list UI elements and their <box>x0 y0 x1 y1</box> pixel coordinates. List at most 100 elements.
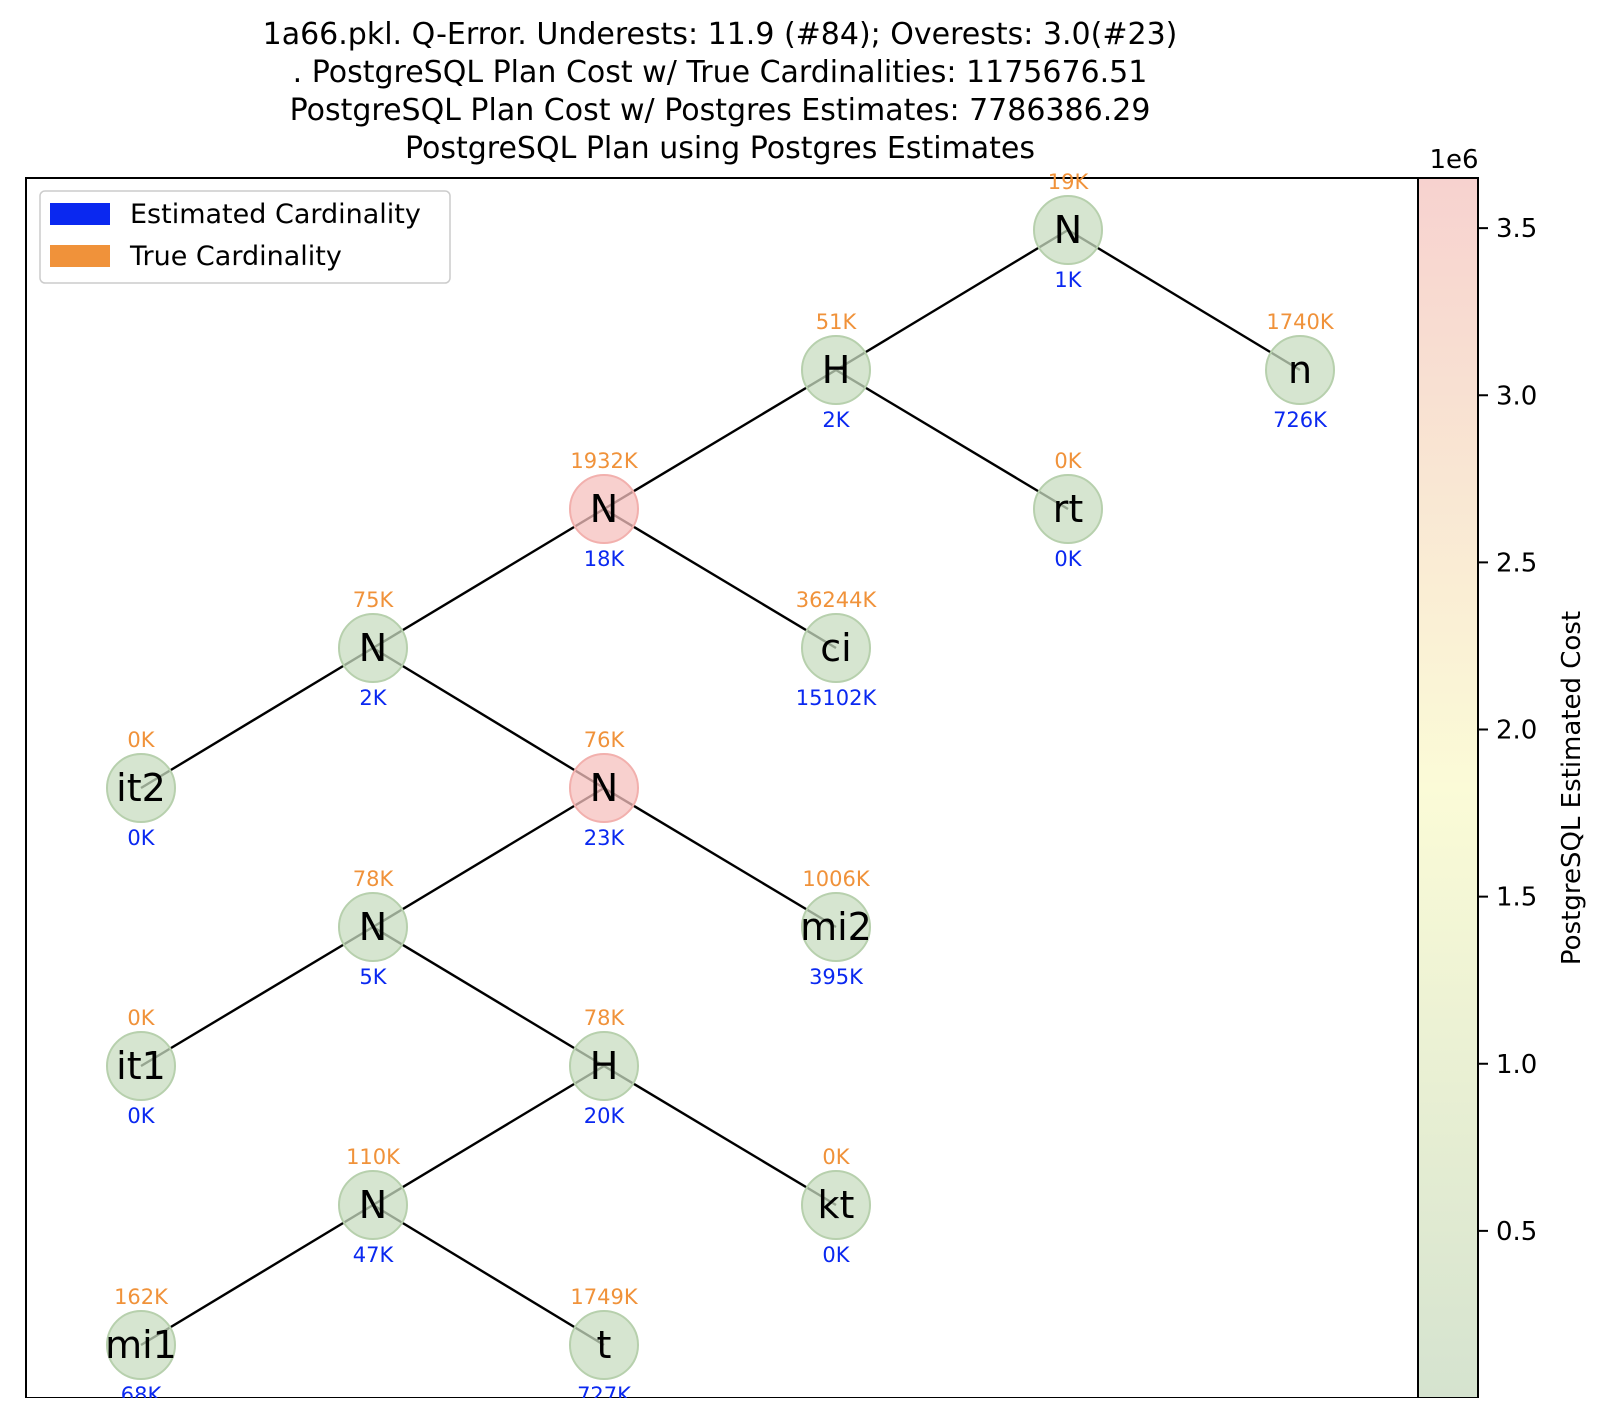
edge-h2-kt <box>603 1064 837 1207</box>
node-circle <box>801 1170 871 1240</box>
true-cardinality-label: 75K <box>353 588 395 612</box>
true-cardinality-label: 19K <box>1048 170 1090 194</box>
true-cardinality-label: 0K <box>127 1006 155 1030</box>
true-cardinality-label: 110K <box>346 1145 401 1169</box>
node-label: mi1 <box>105 1323 177 1367</box>
title-line-1: 1a66.pkl. Q-Error. Underests: 11.9 (#84)… <box>263 17 1178 52</box>
plan-node-h1: H 51K 2K <box>801 310 871 432</box>
estimated-cardinality-label: 2K <box>359 686 387 710</box>
estimated-cardinality-label: 395K <box>809 965 864 989</box>
estimated-cardinality-label: 47K <box>353 1243 395 1267</box>
node-circle <box>569 753 639 823</box>
plan-node-it1: it1 0K 0K <box>106 1006 176 1128</box>
node-label: N <box>1054 208 1082 252</box>
colorbar-tick-label: 2.5 <box>1496 548 1537 578</box>
plot-area <box>25 177 1419 1399</box>
plan-node-n2: N 1932K 18K <box>569 449 639 571</box>
edge-n3-n4 <box>372 646 605 790</box>
edge-n2-ci <box>603 507 837 650</box>
estimated-cardinality-label: 15102K <box>796 686 878 710</box>
edge-n4-n5 <box>372 786 605 929</box>
node-label: n <box>1288 348 1312 392</box>
colorbar-tick-label: 3.0 <box>1496 381 1537 411</box>
true-cardinality-label: 1932K <box>570 449 638 473</box>
true-cardinality-label: 1006K <box>802 867 870 891</box>
node-label: N <box>359 1183 387 1227</box>
true-cardinality-label: 78K <box>584 1006 626 1030</box>
true-cardinality-label: 162K <box>114 1285 169 1309</box>
title-line-2: . PostgreSQL Plan Cost w/ True Cardinali… <box>293 55 1148 90</box>
node-circle <box>569 1031 639 1101</box>
node-circle <box>338 613 408 683</box>
estimated-cardinality-label: 726K <box>1273 408 1328 432</box>
node-label: N <box>359 626 387 670</box>
estimated-cardinality-label: 20K <box>584 1104 626 1128</box>
estimated-cardinality-label: 5K <box>359 965 387 989</box>
plan-node-n4: N 76K 23K <box>569 728 639 850</box>
edge-root-h1 <box>835 228 1069 372</box>
colorbar-tick-label: 1.5 <box>1496 883 1537 913</box>
estimated-cardinality-label: 0K <box>1054 547 1082 571</box>
figure-title: 1a66.pkl. Q-Error. Underests: 11.9 (#84)… <box>263 17 1178 166</box>
plan-node-n5: N 78K 5K <box>338 867 408 989</box>
legend-swatch-estimated <box>50 203 110 225</box>
colorbar: 1e6 0.5 1.0 1.5 2.0 2.5 3.0 3.5 PostgreSQL Est… <box>1417 145 1587 1399</box>
plan-node-t: t 1749K 727K <box>569 1285 639 1402</box>
colorbar-label: PostgreSQL Estimated Cost <box>1557 611 1587 965</box>
node-label: it2 <box>116 766 166 810</box>
colorbar-ticks: 0.5 1.0 1.5 2.0 2.5 3.0 3.5 <box>1478 214 1537 1247</box>
node-circle <box>801 335 871 405</box>
node-circle <box>338 892 408 962</box>
plan-node-rt: rt 0K 0K <box>1033 449 1103 571</box>
node-label: it1 <box>116 1044 166 1088</box>
edge-root-n <box>1067 228 1301 372</box>
estimated-cardinality-label: 68K <box>121 1383 163 1398</box>
title-line-3: PostgreSQL Plan Cost w/ Postgres Estimat… <box>290 93 1151 128</box>
colorbar-tick-label: 3.5 <box>1496 214 1537 244</box>
true-cardinality-label: 1749K <box>570 1285 638 1309</box>
node-circle <box>106 1031 176 1101</box>
plan-node-root: N 19K 1K <box>1033 170 1103 292</box>
edge-n3-it2 <box>140 646 374 790</box>
colorbar-tick-label: 2.0 <box>1496 716 1537 746</box>
estimated-cardinality-label: 23K <box>584 826 626 850</box>
estimated-cardinality-label: 0K <box>822 1243 850 1267</box>
edge-h1-n2 <box>603 368 837 511</box>
edge-n5-it1 <box>140 925 374 1068</box>
plan-node-it2: it2 0K 0K <box>106 728 176 850</box>
node-label: N <box>359 905 387 949</box>
node-circle <box>338 1170 408 1240</box>
estimated-cardinality-label: 1K <box>1054 268 1082 292</box>
node-label: H <box>590 1044 619 1088</box>
node-label: N <box>590 766 618 810</box>
estimated-cardinality-label: 18K <box>584 547 626 571</box>
node-label: rt <box>1053 487 1084 531</box>
colorbar-tick-label: 0.5 <box>1496 1217 1537 1247</box>
true-cardinality-label: 0K <box>127 728 155 752</box>
plan-node-n3: N 75K 2K <box>338 588 408 710</box>
plan-node-n: n 1740K 726K <box>1265 310 1335 432</box>
true-cardinality-label: 51K <box>816 310 858 334</box>
true-cardinality-label: 76K <box>584 728 626 752</box>
edge-h1-rt <box>835 368 1069 511</box>
edge-n4-mi2 <box>603 786 837 929</box>
node-circle <box>569 474 639 544</box>
legend-label-estimated: Estimated Cardinality <box>130 199 421 230</box>
colorbar-exponent: 1e6 <box>1429 145 1478 175</box>
plan-node-kt: kt 0K 0K <box>801 1145 871 1267</box>
title-line-4: PostgreSQL Plan using Postgres Estimates <box>405 131 1035 166</box>
edge-n2-n3 <box>372 507 605 650</box>
true-cardinality-label: 1740K <box>1266 310 1334 334</box>
estimated-cardinality-label: 2K <box>822 408 850 432</box>
estimated-cardinality-label: 0K <box>127 826 155 850</box>
true-cardinality-label: 0K <box>822 1145 850 1169</box>
node-label: kt <box>818 1183 855 1227</box>
estimated-cardinality-label: 0K <box>127 1104 155 1128</box>
legend-swatch-true <box>50 245 110 267</box>
node-label: ci <box>820 626 851 670</box>
node-circle <box>801 892 871 962</box>
colorbar-gradient <box>1417 177 1479 1399</box>
estimated-cardinality-label: 727K <box>577 1383 632 1398</box>
true-cardinality-label: 78K <box>353 867 395 891</box>
